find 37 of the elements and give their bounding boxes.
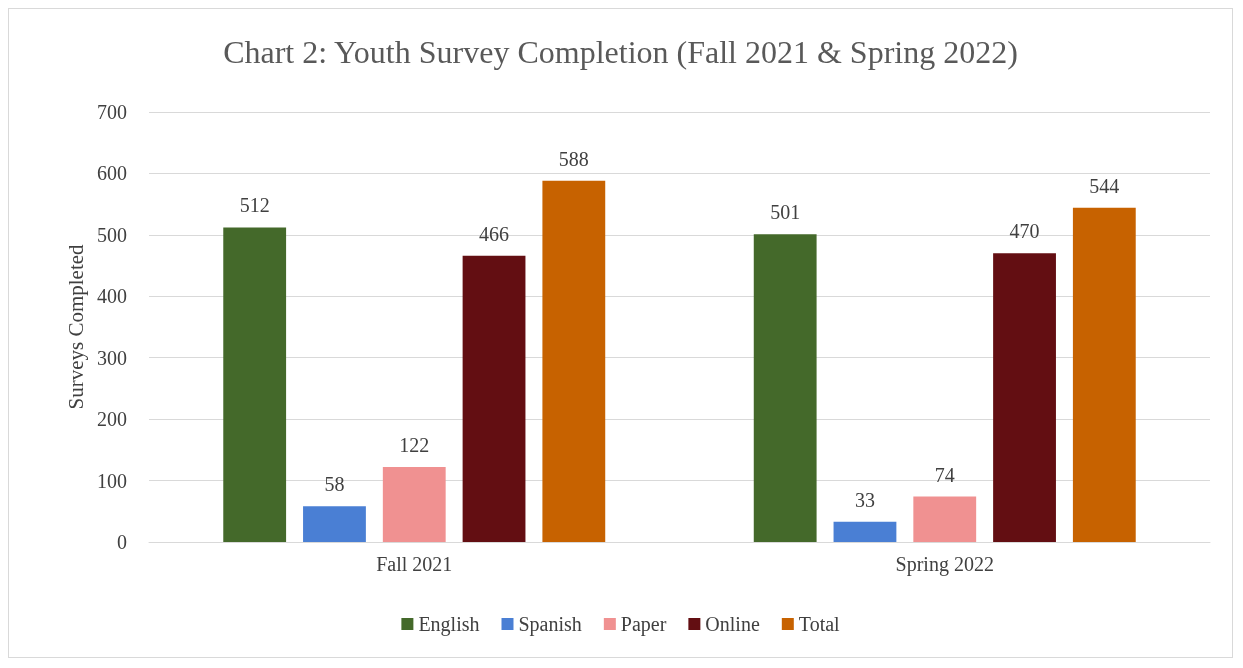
bar xyxy=(542,180,606,542)
y-tick-label: 500 xyxy=(97,223,127,246)
data-label: 501 xyxy=(770,201,801,224)
legend-label: Total xyxy=(798,613,841,635)
bar xyxy=(913,496,977,542)
bar xyxy=(223,227,287,542)
data-label: 470 xyxy=(1009,220,1040,243)
y-tick-label: 100 xyxy=(97,469,127,492)
legend-label: Spanish xyxy=(518,613,582,636)
y-tick-label: 700 xyxy=(97,101,127,123)
bar xyxy=(462,255,526,542)
legend-label: English xyxy=(418,613,480,636)
y-axis-title: Surveys Completed xyxy=(63,243,88,410)
y-tick-label: 200 xyxy=(97,408,127,431)
data-label: 588 xyxy=(558,147,589,170)
data-label: 544 xyxy=(1089,174,1120,197)
bar xyxy=(1072,207,1136,542)
legend-label: Paper xyxy=(620,613,667,636)
bar xyxy=(833,521,897,542)
data-label: 33 xyxy=(854,488,875,511)
y-tick-label: 300 xyxy=(97,346,127,369)
bar xyxy=(303,506,366,542)
x-tick-label: Fall 2021 xyxy=(376,553,453,575)
x-tick-label: Spring 2022 xyxy=(895,553,994,576)
y-tick-label: 600 xyxy=(97,162,127,185)
data-label: 74 xyxy=(934,463,955,486)
legend-label: Online xyxy=(705,613,760,635)
y-tick-label: 400 xyxy=(97,285,127,308)
data-label: 58 xyxy=(324,473,345,496)
bar xyxy=(382,467,446,542)
data-label: 122 xyxy=(399,434,430,457)
data-label: 466 xyxy=(479,222,510,245)
bar xyxy=(753,234,817,542)
bar xyxy=(993,253,1056,542)
y-tick-label: 0 xyxy=(117,531,127,553)
chart-title: Chart 2: Youth Survey Completion (Fall 2021 & Spring 2022) xyxy=(223,34,1018,70)
data-label: 512 xyxy=(239,194,270,217)
